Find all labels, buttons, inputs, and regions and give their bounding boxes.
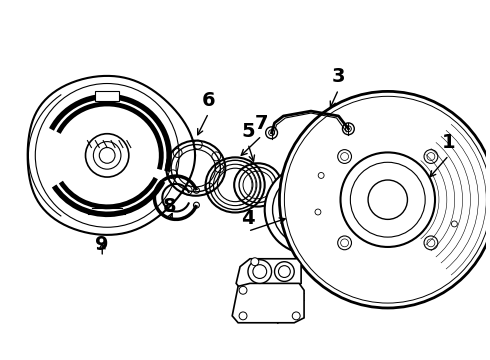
Text: 6: 6: [202, 91, 216, 110]
Text: 3: 3: [332, 67, 345, 86]
Text: 9: 9: [96, 235, 109, 254]
Circle shape: [265, 165, 353, 254]
Circle shape: [343, 123, 354, 135]
Text: 4: 4: [241, 209, 255, 228]
Circle shape: [251, 258, 259, 266]
Circle shape: [274, 262, 294, 282]
Polygon shape: [236, 259, 301, 288]
Circle shape: [266, 127, 277, 139]
Text: 1: 1: [442, 134, 456, 152]
Text: 2: 2: [272, 304, 286, 323]
Text: 5: 5: [241, 122, 255, 141]
Circle shape: [292, 312, 300, 320]
Polygon shape: [232, 283, 304, 323]
Text: 7: 7: [255, 114, 269, 133]
Circle shape: [239, 286, 247, 294]
Circle shape: [248, 260, 271, 283]
Circle shape: [279, 91, 490, 308]
Circle shape: [239, 312, 247, 320]
Text: 8: 8: [162, 197, 176, 216]
Polygon shape: [96, 91, 119, 101]
